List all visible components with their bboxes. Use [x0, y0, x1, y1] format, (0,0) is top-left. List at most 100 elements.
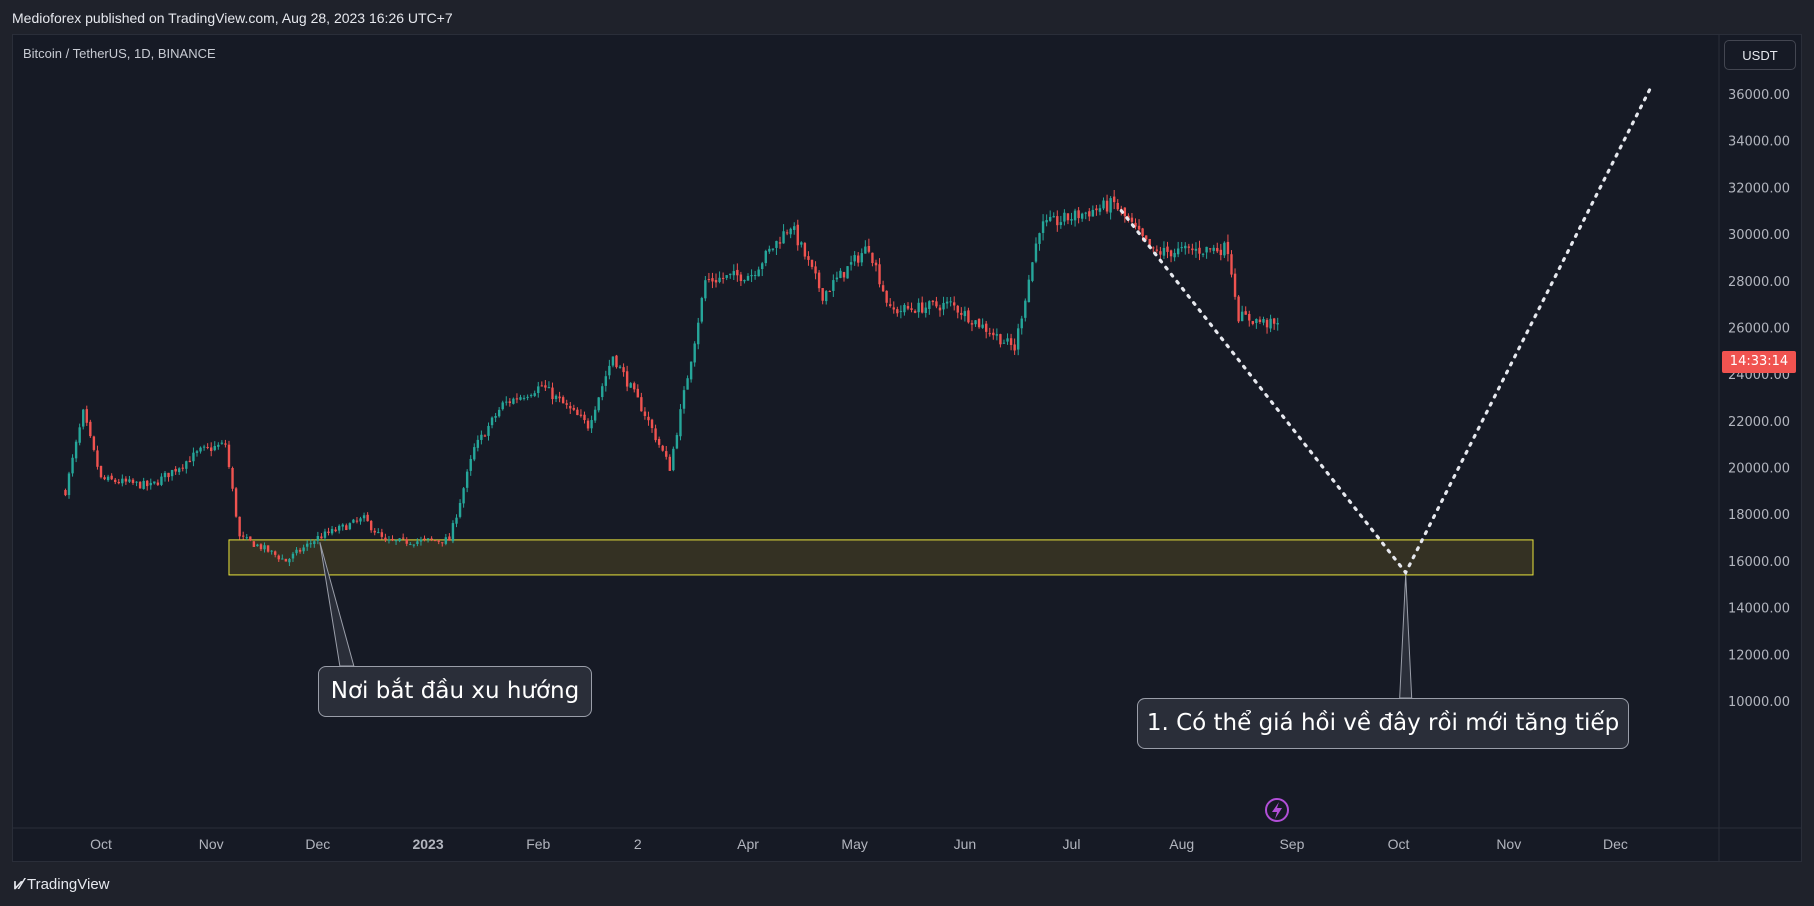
candle-body — [1176, 248, 1180, 255]
candle-body — [825, 291, 828, 302]
candle — [1162, 241, 1166, 260]
candle-body — [1219, 249, 1223, 256]
candle-body — [711, 278, 714, 282]
candle — [974, 320, 977, 327]
candle-body — [106, 476, 110, 481]
candle-body — [295, 549, 298, 554]
candle — [565, 399, 568, 409]
candle-body — [778, 242, 782, 244]
candle-body — [622, 367, 625, 373]
candle — [849, 255, 853, 271]
callout-pullback[interactable]: 1. Có thể giá hồi về đây rồi mới tăng ti… — [1137, 698, 1629, 749]
candle-body — [565, 403, 568, 405]
candle — [369, 519, 373, 533]
candle-body — [273, 551, 277, 555]
candle — [981, 318, 984, 329]
callout-trend-start[interactable]: Nơi bắt đầu xu hướng — [318, 666, 592, 717]
candle-body — [92, 436, 96, 450]
candle-body — [330, 528, 334, 534]
candle — [917, 298, 920, 318]
candle-body — [387, 539, 391, 541]
candle-body — [1201, 253, 1205, 255]
candle-body — [323, 531, 327, 538]
candle-body — [188, 460, 192, 463]
candle-body — [860, 253, 863, 263]
candle — [473, 443, 476, 462]
candle — [167, 472, 170, 482]
candle — [1258, 316, 1262, 324]
candle-body — [1098, 208, 1102, 212]
candle — [1045, 214, 1048, 227]
candle — [590, 415, 593, 434]
candle-body — [178, 468, 181, 473]
candle-body — [110, 475, 113, 480]
x-tick-label: 2 — [634, 836, 642, 852]
candle — [501, 400, 504, 411]
candle — [273, 550, 277, 558]
candle — [1095, 204, 1098, 216]
candle — [1219, 243, 1223, 261]
candle — [1048, 210, 1052, 223]
candle-body — [977, 318, 981, 328]
candle — [252, 540, 256, 547]
candle-body — [544, 385, 547, 388]
candle — [604, 370, 608, 392]
candle — [309, 539, 312, 548]
candle-body — [647, 416, 650, 421]
candle-body — [1109, 198, 1112, 213]
candle — [921, 296, 924, 314]
candle — [689, 361, 693, 383]
candle-body — [615, 355, 618, 368]
candle-body — [1084, 212, 1087, 214]
last-price-tag: 14:33:14 — [1722, 351, 1796, 373]
candle-body — [1091, 209, 1095, 217]
candle — [1194, 242, 1198, 258]
candle-body — [359, 518, 362, 522]
candle — [995, 328, 999, 341]
candle — [896, 306, 899, 317]
candle-body — [586, 420, 590, 429]
candle-body — [764, 250, 767, 264]
candle — [341, 523, 344, 531]
candle — [487, 422, 490, 441]
candle-body — [803, 243, 807, 257]
candle — [423, 535, 426, 542]
y-tick-label: 20000.00 — [1728, 462, 1790, 477]
candle-body — [1102, 200, 1105, 209]
candle-body — [569, 405, 572, 409]
candle — [1240, 305, 1244, 322]
candle — [835, 271, 839, 283]
candle-body — [1063, 212, 1066, 222]
candle-body — [736, 269, 739, 276]
candle — [533, 390, 536, 398]
candle-body — [426, 538, 430, 540]
candle-body — [384, 537, 387, 540]
candle-body — [1006, 338, 1009, 342]
currency-button[interactable]: USDT — [1724, 40, 1796, 70]
candle-body — [775, 240, 778, 248]
y-tick-label: 16000.00 — [1728, 555, 1790, 570]
candle-body — [999, 334, 1002, 345]
tradingview-logo[interactable]: ⩗⁄ TradingView — [14, 874, 110, 894]
candle-body — [807, 256, 810, 260]
candle-body — [409, 544, 412, 546]
candle — [732, 264, 735, 280]
candle — [1230, 250, 1233, 278]
candle-body — [988, 333, 991, 335]
candle — [1144, 235, 1148, 241]
candle — [1180, 241, 1183, 252]
candle — [121, 474, 124, 487]
candle-body — [1180, 247, 1183, 249]
candle-body — [238, 516, 241, 537]
candle — [1198, 240, 1201, 261]
candle — [569, 401, 572, 414]
candle-body — [352, 519, 355, 523]
candle-body — [220, 442, 224, 444]
candle — [579, 409, 583, 418]
candle — [739, 271, 743, 286]
candle — [721, 272, 725, 284]
candle — [1016, 323, 1020, 356]
candle-body — [1066, 213, 1070, 221]
candle-body — [67, 473, 71, 496]
